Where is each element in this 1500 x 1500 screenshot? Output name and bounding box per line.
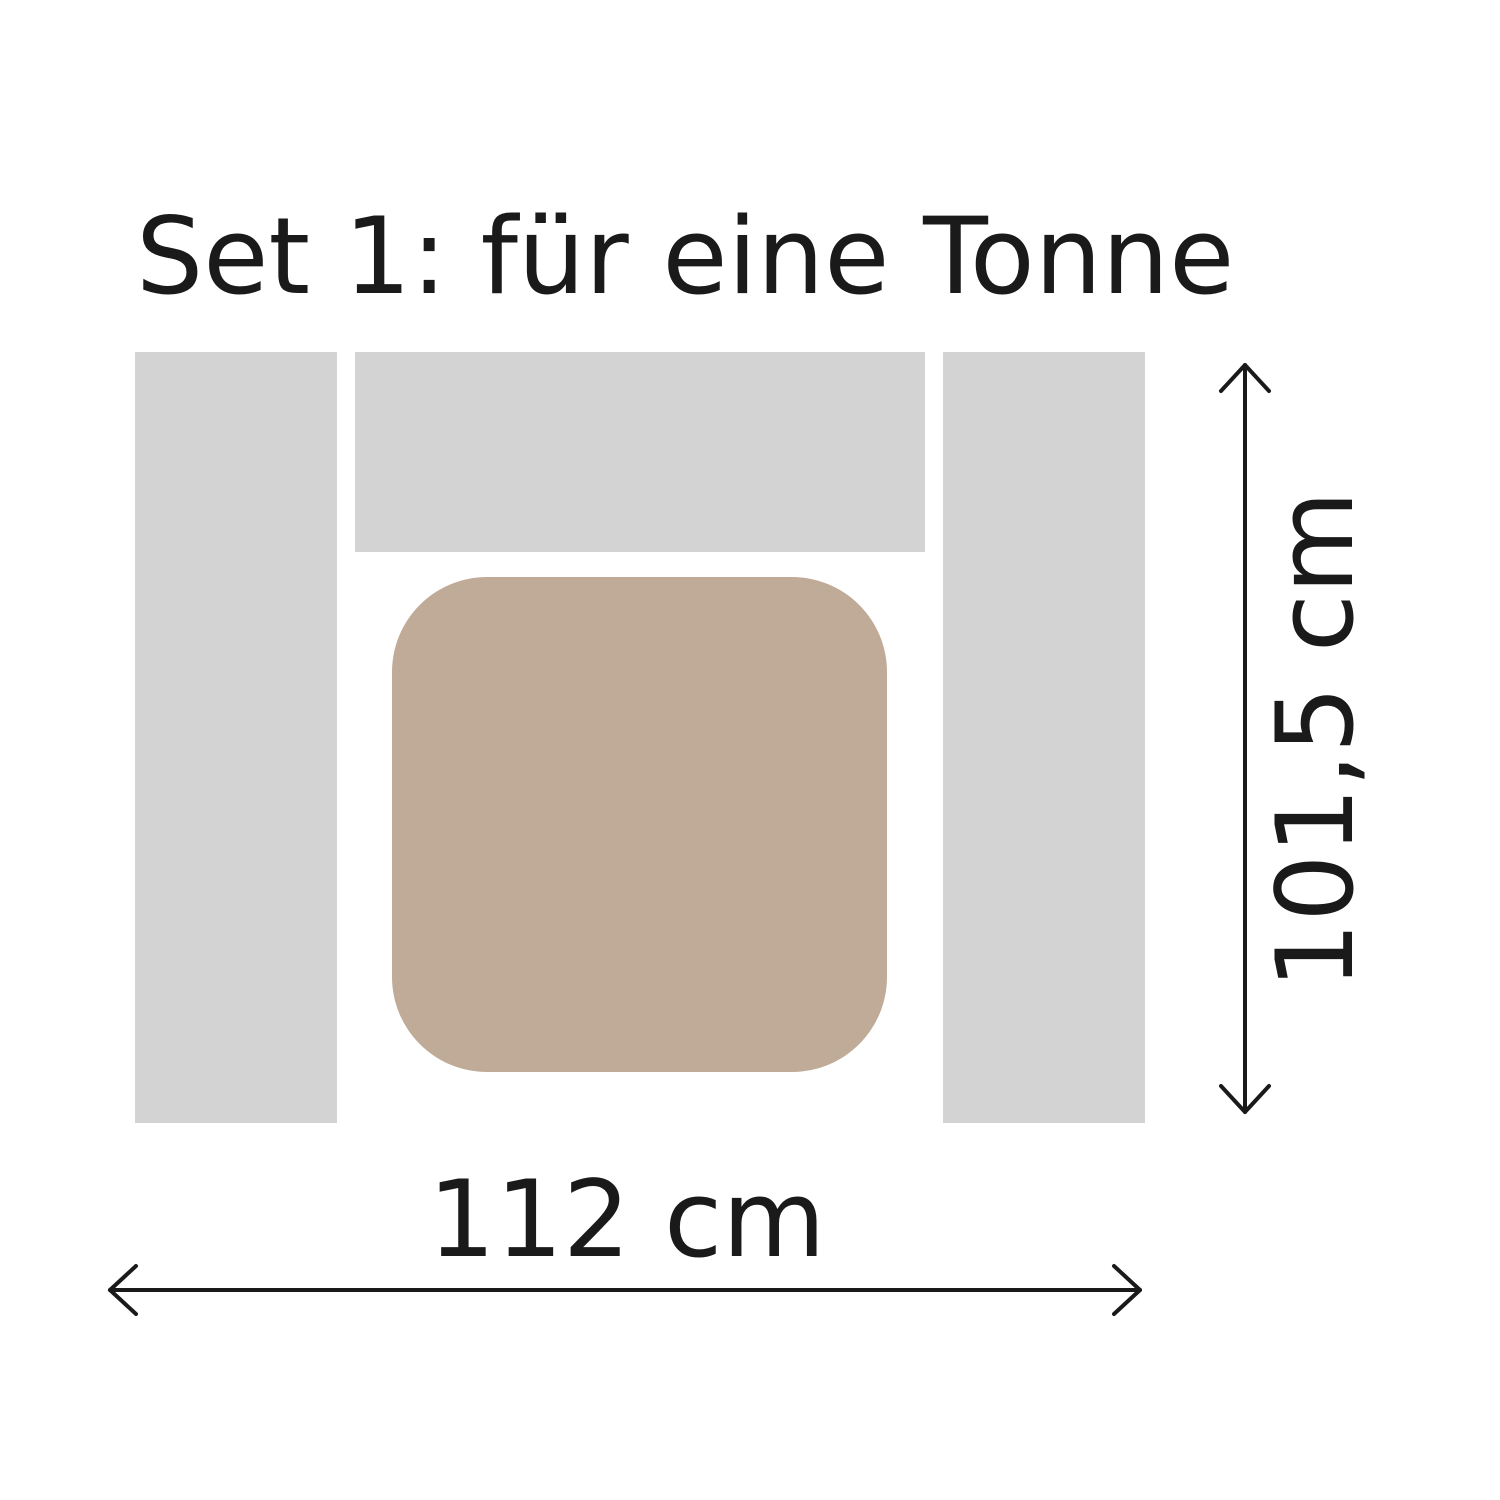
double-arrow-vertical-icon	[1219, 363, 1271, 1114]
height-dimension-label: 101,5 cm	[1254, 490, 1377, 990]
lid-panel	[392, 577, 887, 1072]
side-panel-left	[135, 352, 337, 1123]
diagram-title: Set 1: für eine Tonne	[136, 195, 1235, 318]
double-arrow-horizontal-icon	[108, 1264, 1142, 1316]
top-panel	[355, 352, 925, 552]
side-panel-right	[943, 352, 1145, 1123]
width-dimension-label: 112 cm	[428, 1158, 826, 1281]
